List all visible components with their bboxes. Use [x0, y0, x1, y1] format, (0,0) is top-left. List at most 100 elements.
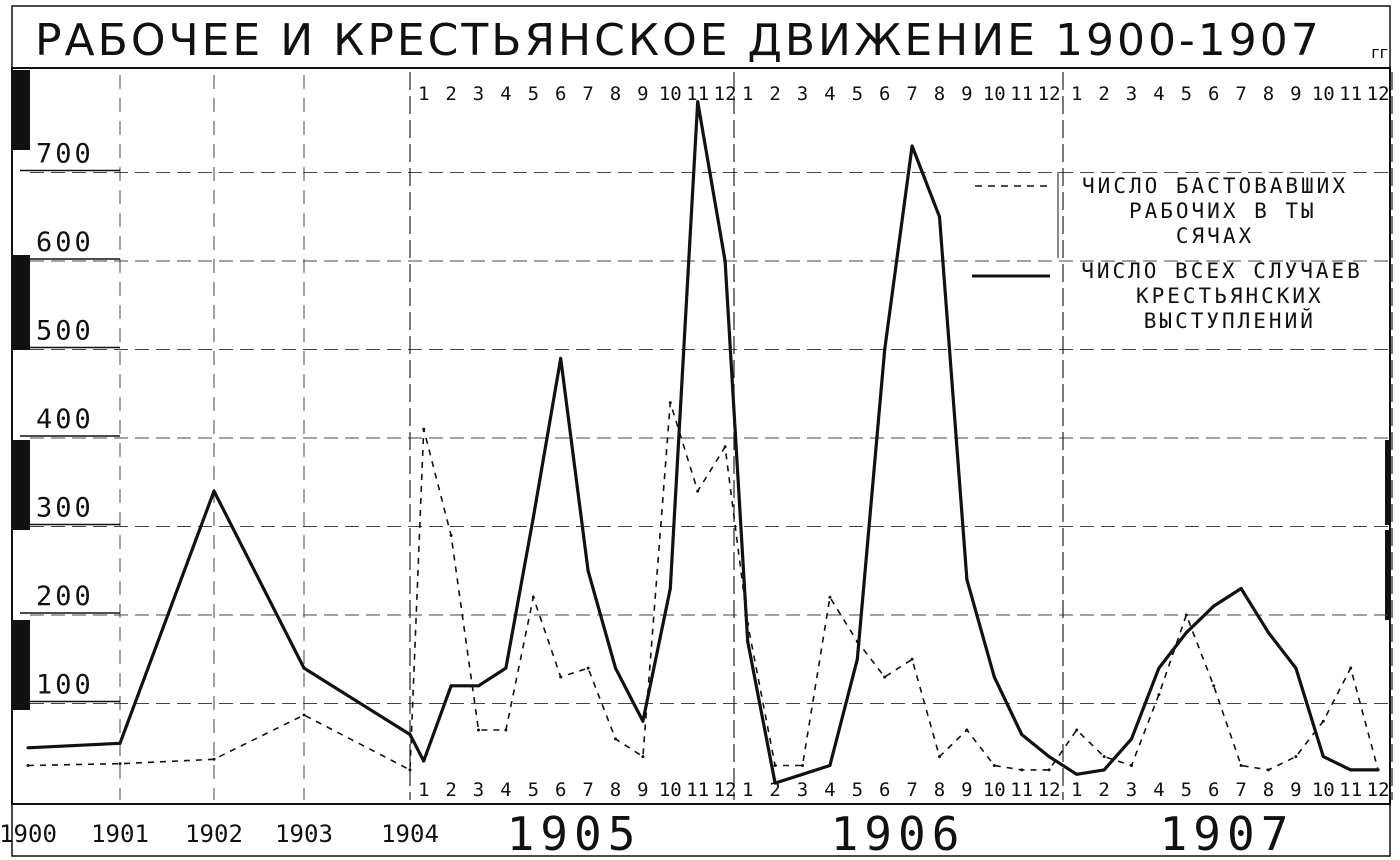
- month-top-1906-6: 6: [879, 83, 890, 105]
- point-strikers-0: [26, 763, 30, 767]
- month-bottom-1906-7: 7: [906, 779, 917, 801]
- point-strikers-13: [641, 755, 645, 759]
- month-bottom-1906-10: 10: [983, 779, 1006, 801]
- month-bottom-1907-7: 7: [1235, 779, 1246, 801]
- month-top-1905-3: 3: [473, 83, 484, 105]
- month-bottom-1907-5: 5: [1181, 779, 1192, 801]
- point-peasants-27: [1020, 732, 1024, 736]
- month-top-1905-8: 8: [610, 83, 621, 105]
- point-strikers-26: [992, 763, 996, 767]
- point-strikers-16: [723, 445, 727, 449]
- point-strikers-4: [408, 768, 412, 772]
- month-top-1907-4: 4: [1153, 83, 1164, 105]
- month-bottom-1906-2: 2: [769, 779, 780, 801]
- point-peasants-18: [773, 781, 777, 785]
- point-strikers-22: [883, 675, 887, 679]
- year-label-1904: 1904: [381, 820, 439, 848]
- month-bottom-1905-5: 5: [528, 779, 539, 801]
- point-peasants-15: [696, 100, 700, 104]
- month-bottom-1906-9: 9: [961, 779, 972, 801]
- point-peasants-32: [1157, 666, 1161, 670]
- month-bottom-1905-12: 12: [714, 779, 737, 801]
- axis-stripe-right-1: [1385, 440, 1390, 525]
- month-top-1905-2: 2: [445, 83, 456, 105]
- point-peasants-28: [1047, 755, 1051, 759]
- point-peasants-4: [408, 732, 412, 736]
- title-group: РАБОЧЕЕ И КРЕСТЬЯНСКОЕ ДВИЖЕНИЕ 1900-190…: [35, 15, 1388, 66]
- month-top-1907-11: 11: [1339, 83, 1362, 105]
- month-bottom-1907-10: 10: [1312, 779, 1335, 801]
- month-bottom-1906-4: 4: [824, 779, 835, 801]
- month-bottom-1906-11: 11: [1010, 779, 1033, 801]
- year-label-1906: 1906: [831, 807, 966, 860]
- point-strikers-14: [668, 401, 672, 405]
- point-peasants-5: [422, 759, 426, 763]
- chart-title-suffix: гг: [1371, 43, 1388, 62]
- point-strikers-1: [118, 762, 122, 766]
- point-peasants-26: [992, 675, 996, 679]
- point-peasants-20: [828, 763, 832, 767]
- point-peasants-33: [1184, 631, 1188, 635]
- point-peasants-34: [1212, 604, 1216, 608]
- legend-entry-strikers: ЧИСЛО БАСТОВАВШИХ РАБОЧИХ В ТЫ СЯЧАХ: [1082, 174, 1348, 248]
- legend-line: РАБОЧИХ В ТЫ: [1113, 199, 1316, 223]
- year-label-1900: 1900: [0, 820, 57, 848]
- month-bottom-1906-1: 1: [742, 779, 753, 801]
- point-strikers-11: [586, 666, 590, 670]
- point-strikers-19: [801, 763, 804, 767]
- month-bottom-1905-7: 7: [582, 779, 593, 801]
- month-top-1906-1: 1: [742, 83, 753, 105]
- point-peasants-3: [302, 666, 306, 670]
- point-strikers-25: [965, 728, 969, 732]
- month-top-1905-6: 6: [555, 83, 566, 105]
- point-peasants-17: [746, 640, 750, 644]
- year-label-1905: 1905: [507, 807, 642, 860]
- year-label-1907: 1907: [1160, 807, 1295, 860]
- point-peasants-24: [938, 215, 941, 219]
- point-strikers-30: [1102, 755, 1106, 759]
- month-top-1907-8: 8: [1263, 83, 1274, 105]
- month-bottom-1905-2: 2: [445, 779, 456, 801]
- month-top-1906-11: 11: [1010, 83, 1033, 105]
- point-peasants-37: [1294, 666, 1298, 670]
- month-bottom-1907-8: 8: [1263, 779, 1274, 801]
- chart-title: РАБОЧЕЕ И КРЕСТЬЯНСКОЕ ДВИЖЕНИЕ 1900-190…: [35, 15, 1322, 66]
- point-strikers-28: [1047, 768, 1051, 772]
- month-bottom-1907-3: 3: [1126, 779, 1137, 801]
- axis-stripe-4: [12, 620, 30, 710]
- month-top-1905-7: 7: [582, 83, 593, 105]
- point-peasants-23: [910, 144, 914, 148]
- month-top-1907-9: 9: [1290, 83, 1301, 105]
- legend-line: ЧИСЛО ВСЕХ СЛУЧАЕВ: [1081, 259, 1363, 283]
- point-peasants-39: [1349, 768, 1353, 772]
- point-peasants-7: [477, 684, 480, 688]
- month-bottom-1905-1: 1: [418, 779, 429, 801]
- month-top-1906-3: 3: [797, 83, 808, 105]
- point-strikers-9: [531, 595, 535, 599]
- month-bottom-1907-1: 1: [1071, 779, 1082, 801]
- month-top-1906-8: 8: [934, 83, 945, 105]
- point-strikers-7: [477, 728, 480, 732]
- point-strikers-39: [1349, 666, 1353, 670]
- legend-line: ВЫСТУПЛЕНИЙ: [1128, 308, 1316, 333]
- series-line-strikers: [27, 402, 1379, 772]
- point-peasants-35: [1239, 586, 1243, 590]
- axis-stripe-2: [12, 255, 30, 350]
- month-top-1907-5: 5: [1181, 83, 1192, 105]
- point-peasants-1: [118, 741, 122, 745]
- point-strikers-18: [773, 763, 777, 767]
- point-peasants-40: [1376, 768, 1380, 772]
- month-top-1905-10: 10: [659, 83, 682, 105]
- month-top-1905-5: 5: [528, 83, 539, 105]
- point-strikers-2: [212, 757, 216, 761]
- year-label-1903: 1903: [275, 820, 333, 848]
- month-top-1905-4: 4: [500, 83, 511, 105]
- month-top-1907-7: 7: [1235, 83, 1246, 105]
- ytick-label-100: 100: [36, 670, 94, 701]
- month-bottom-1905-11: 11: [686, 779, 709, 801]
- point-peasants-16: [723, 259, 727, 263]
- left-axis-stripes: [12, 70, 1390, 710]
- month-top-1906-4: 4: [824, 83, 835, 105]
- month-bottom-1907-2: 2: [1098, 779, 1109, 801]
- month-bottom-1907-12: 12: [1367, 779, 1390, 801]
